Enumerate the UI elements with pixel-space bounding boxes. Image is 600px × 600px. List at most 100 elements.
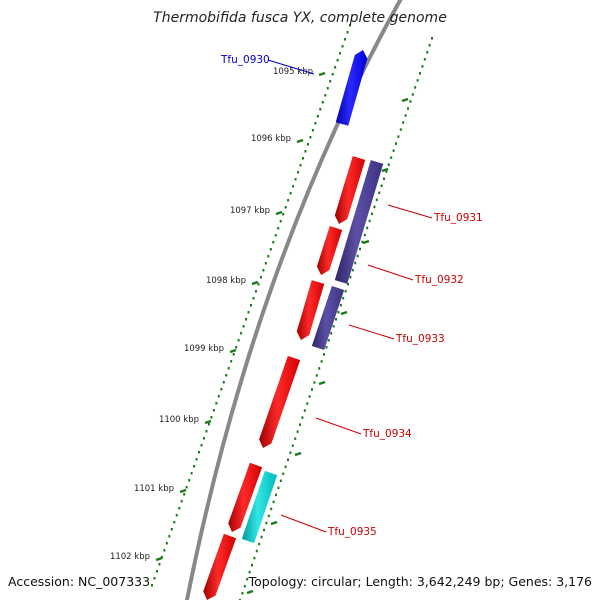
gene-label[interactable]: Tfu_0934: [362, 428, 412, 440]
ruler-tick: [155, 556, 163, 562]
ruler-dot: [294, 437, 297, 440]
ruler-dot: [351, 268, 354, 272]
ruler-tick: [362, 239, 370, 245]
ruler-dot: [259, 276, 262, 279]
topology-text: Topology: circular; Length: 3,642,249 bp…: [248, 574, 592, 589]
ruler-dot: [392, 149, 395, 152]
gene-label[interactable]: Tfu_0931: [433, 212, 483, 224]
ruler-dot: [320, 360, 323, 363]
ruler-dot: [411, 93, 414, 96]
ruler-dot: [331, 73, 334, 76]
ruler-dot: [262, 269, 265, 272]
ruler-dot: [309, 136, 312, 139]
ruler-dot: [267, 255, 270, 258]
ruler-dot: [210, 416, 213, 419]
ruler-dot: [287, 199, 290, 202]
gene-label[interactable]: Tfu_0930: [220, 54, 270, 66]
ruler-dot: [359, 247, 361, 251]
ruler-dot: [282, 472, 285, 476]
ruler-tick-label: 1099 kbp: [184, 344, 224, 354]
gene-purple-arrow: [311, 285, 345, 351]
ruler-dot: [380, 184, 383, 188]
ruler-dot: [255, 549, 258, 553]
ruler-dot: [428, 44, 431, 47]
ruler-dot: [306, 402, 309, 405]
ruler-dot: [265, 521, 268, 525]
ruler-dot: [423, 58, 426, 61]
gene-label[interactable]: Tfu_0933: [395, 333, 445, 345]
ruler-dot: [230, 360, 233, 363]
ruler-tick: [296, 138, 304, 144]
ruler-dot: [251, 563, 253, 567]
ruler-dot: [371, 212, 373, 216]
ruler-dot: [395, 142, 397, 145]
ruler-dot: [245, 318, 248, 321]
ruler-dot: [339, 303, 342, 307]
genome-backbone: [184, 0, 403, 600]
ruler-dot: [383, 177, 385, 180]
ruler-dot: [246, 577, 249, 581]
ruler-dot: [315, 374, 318, 377]
gene-red-arrow: [228, 462, 263, 532]
ruler-dot: [170, 528, 173, 531]
ruler-dot: [225, 374, 228, 377]
ruler-dot: [324, 94, 327, 97]
ruler-dot: [289, 451, 292, 454]
ruler-dot: [314, 122, 317, 125]
ruler-dot: [188, 479, 191, 482]
ruler-dot: [277, 227, 280, 230]
ruler-dot: [361, 240, 364, 244]
leader-line: [280, 514, 327, 533]
ruler-tick: [294, 451, 302, 457]
ruler-dot: [385, 170, 388, 173]
ruler-dot: [363, 233, 366, 237]
ruler-dot: [311, 129, 314, 132]
ruler-dot: [414, 86, 417, 89]
ruler-tick-label: 1095 kbp: [273, 67, 313, 77]
ruler-dot: [323, 353, 325, 356]
ruler-dot: [275, 493, 277, 497]
ruler-dot: [402, 121, 405, 124]
ruler-dot: [344, 289, 347, 293]
leader-line: [387, 204, 433, 219]
ruler-dot: [284, 206, 287, 209]
ruler-dot: [375, 198, 378, 202]
ruler-dot: [421, 65, 424, 68]
ruler-tick: [179, 488, 187, 494]
ruler-dot: [326, 87, 329, 90]
ruler-dot: [404, 114, 407, 117]
gene-blue-arrow: [335, 50, 368, 126]
gene-red-arrow: [296, 280, 325, 340]
ruler-dot: [183, 493, 186, 496]
gene-label[interactable]: Tfu_0935: [327, 526, 377, 538]
ruler-dot: [299, 423, 301, 426]
ruler-dot: [390, 156, 393, 159]
ruler-dot: [198, 451, 201, 454]
ruler-dot: [190, 472, 193, 475]
ruler-dot: [178, 507, 181, 510]
gene-red-arrow: [259, 355, 301, 448]
leader-line: [348, 324, 395, 340]
ruler-dot: [356, 254, 359, 258]
ruler-dot: [158, 563, 161, 566]
ruler-dot: [342, 296, 345, 300]
ruler-dot: [237, 339, 240, 342]
gene-red-arrow: [334, 156, 366, 224]
ruler-dot: [335, 318, 337, 321]
ruler-dot: [399, 128, 402, 131]
ruler-dot: [254, 290, 257, 293]
ruler-dot: [301, 157, 304, 160]
ruler-tick-label: 1102 kbp: [110, 552, 150, 562]
ruler-dot: [232, 353, 235, 356]
ruler-dot: [339, 52, 342, 55]
ruler-dot: [282, 213, 285, 216]
ruler-dot: [185, 486, 188, 489]
ruler-dot: [344, 38, 347, 41]
ruler-dot: [373, 205, 376, 209]
ruler-dot: [243, 584, 246, 588]
ruler-dot: [250, 304, 252, 307]
gene-label[interactable]: Tfu_0932: [414, 274, 464, 286]
ruler-dot: [303, 409, 306, 412]
ruler-dot: [349, 275, 352, 279]
